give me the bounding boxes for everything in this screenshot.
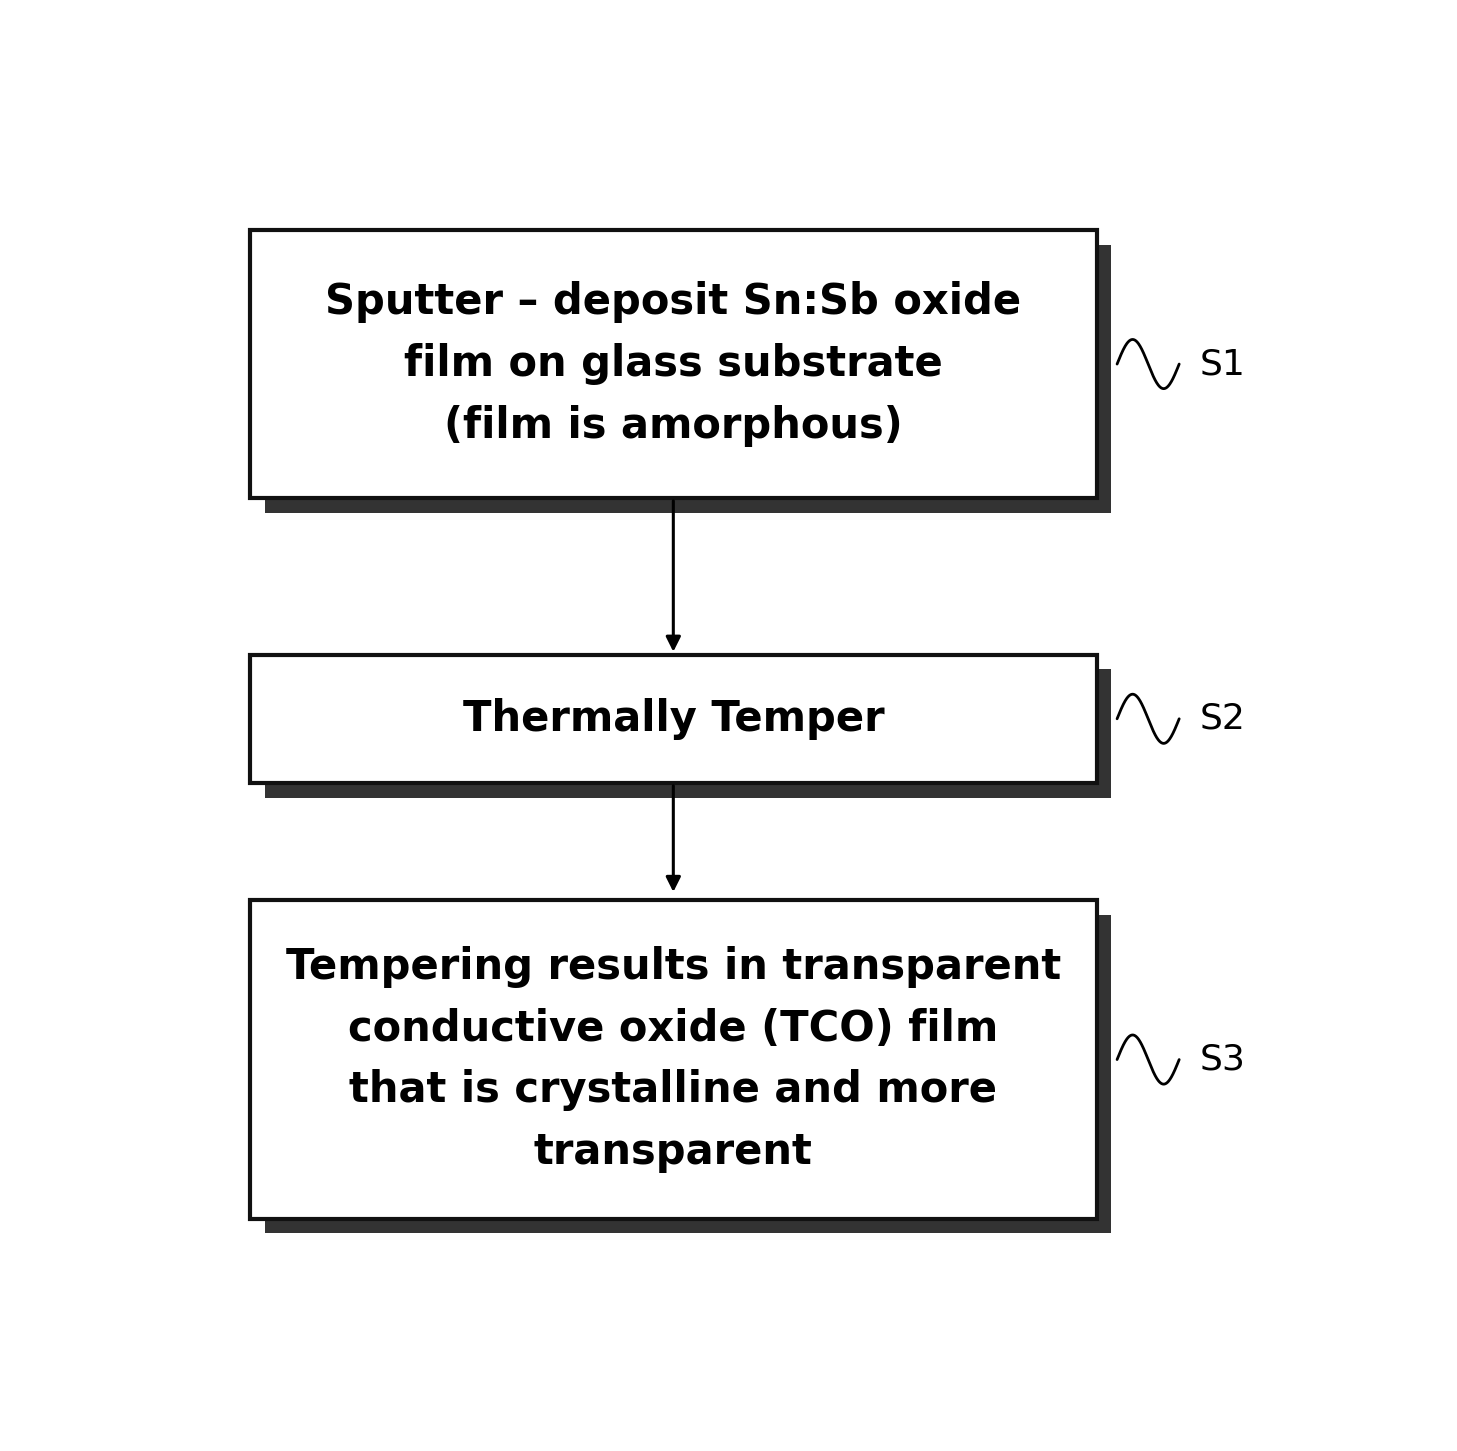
Bar: [265, 669, 1112, 798]
Text: S2: S2: [1199, 702, 1246, 736]
Text: Thermally Temper: Thermally Temper: [462, 698, 884, 740]
Text: Tempering results in transparent
conductive oxide (TCO) film
that is crystalline: Tempering results in transparent conduct…: [286, 946, 1061, 1174]
Bar: [265, 916, 1112, 1233]
Text: Sputter – deposit Sn:Sb oxide
film on glass substrate
(film is amorphous): Sputter – deposit Sn:Sb oxide film on gl…: [325, 281, 1021, 447]
Bar: [251, 654, 1097, 784]
Bar: [265, 245, 1112, 512]
Text: S3: S3: [1199, 1043, 1246, 1077]
Bar: [251, 229, 1097, 498]
Text: S1: S1: [1199, 347, 1246, 382]
Bar: [251, 900, 1097, 1219]
